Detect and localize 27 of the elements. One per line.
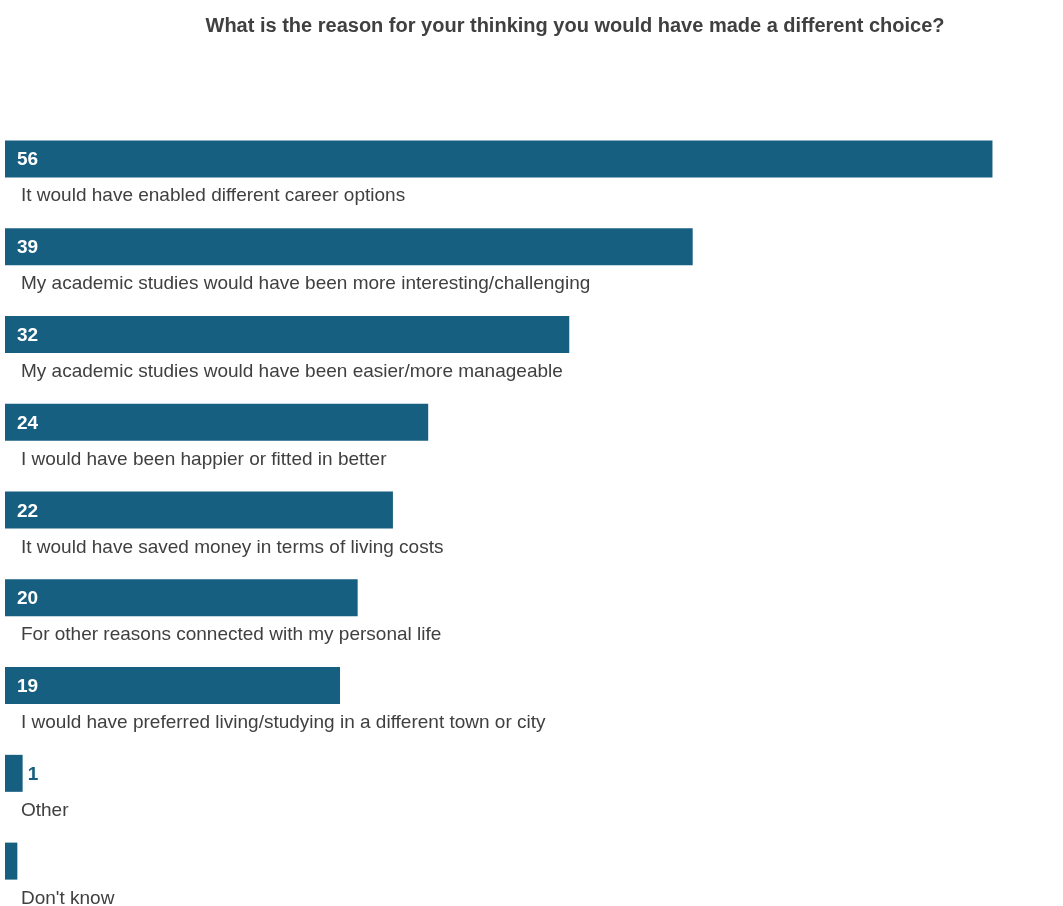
data-label: 24 bbox=[17, 411, 39, 433]
data-label: 1 bbox=[27, 762, 39, 784]
data-label: 39 bbox=[17, 236, 39, 258]
y-tick-label: Other bbox=[21, 798, 70, 820]
data-label: 32 bbox=[17, 323, 39, 345]
y-tick-label: It would have saved money in terms of living costs bbox=[21, 535, 444, 557]
data-label: 19 bbox=[17, 675, 39, 697]
y-tick-label: I would have preferred living/studying in a different town or city bbox=[21, 711, 547, 733]
y-tick-label: I would have been happier or fitted in better bbox=[21, 447, 388, 469]
y-tick-label: It would have enabled different career options bbox=[21, 184, 406, 206]
y-tick-label: For other reasons connected with my personal life bbox=[21, 623, 442, 645]
data-label: 20 bbox=[17, 587, 39, 609]
y-tick-label: Don't know bbox=[21, 886, 115, 906]
data-label: 56 bbox=[17, 148, 39, 170]
bar bbox=[5, 140, 993, 178]
bar bbox=[5, 754, 23, 792]
bar bbox=[5, 579, 358, 617]
data-label: 22 bbox=[17, 499, 39, 521]
bar bbox=[5, 667, 341, 705]
bar bbox=[5, 491, 393, 529]
bar bbox=[5, 315, 570, 353]
y-tick-label: My academic studies would have been more interesting/challenging bbox=[21, 272, 591, 294]
y-tick-label: My academic studies would have been easier/more manageable bbox=[21, 359, 563, 381]
bar bbox=[5, 403, 429, 441]
bar bbox=[5, 842, 18, 880]
chart-title: What is the reason for your thinking you would have made a different choice? bbox=[205, 14, 945, 36]
bar bbox=[5, 228, 693, 266]
